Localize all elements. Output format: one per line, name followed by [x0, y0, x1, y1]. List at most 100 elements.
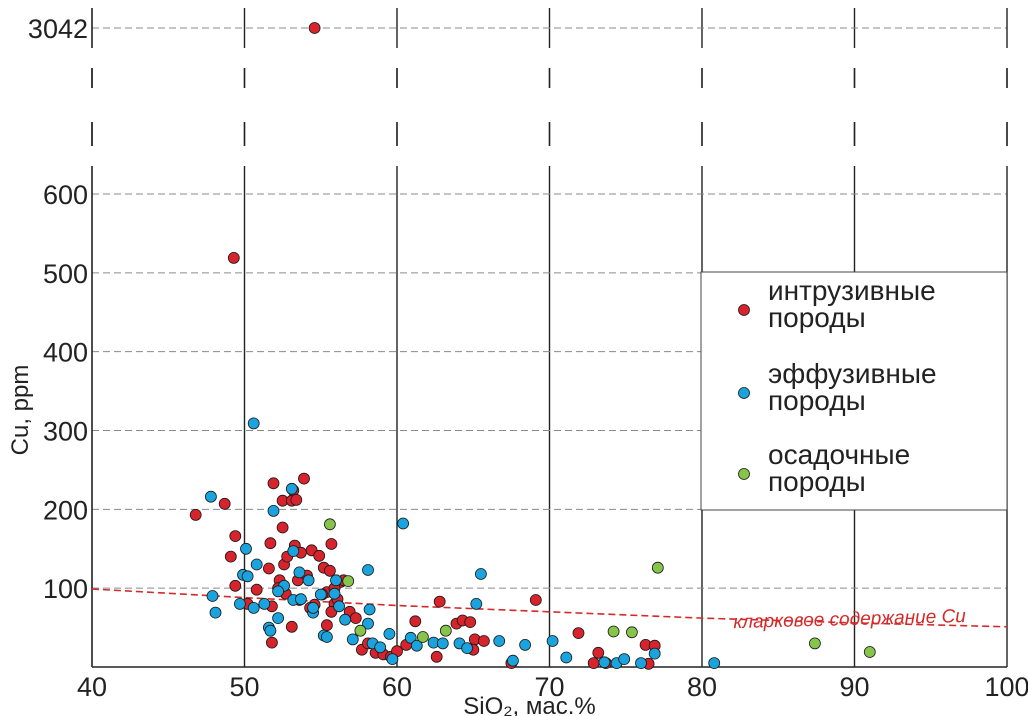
legend-marker-effusive [738, 387, 750, 399]
legend-box [700, 271, 1008, 511]
effusive-point-50 [519, 639, 531, 651]
x-tick-label-90: 90 [839, 672, 869, 702]
effusive-point-55 [618, 653, 631, 665]
sedimentary-point-6 [626, 626, 638, 639]
x-tick-label-70: 70 [534, 672, 564, 702]
effusive-point-21 [302, 574, 315, 587]
intrusive-point-8 [250, 583, 263, 596]
effusive-point-33 [363, 603, 376, 616]
effusive-point-24 [314, 588, 327, 601]
axis-break-gap-2 [0, 146, 1028, 166]
effusive-point-12 [264, 624, 277, 637]
effusive-point-56 [635, 657, 647, 669]
intrusive-point-56 [477, 635, 490, 647]
effusive-point-37 [383, 628, 396, 640]
intrusive-point-6 [229, 579, 242, 592]
effusive-point-48 [493, 635, 506, 647]
effusive-point-26 [320, 631, 333, 643]
axis-labels: 40 50 60 70 80 90 100 100 200 300 400 500 600 3042 SiO… [7, 14, 1028, 716]
effusive-point-29 [333, 600, 346, 613]
intrusive-point-3 [218, 497, 231, 510]
intrusive-point-51 [430, 650, 443, 663]
sedimentary-point-5 [607, 625, 620, 638]
effusive-point-40 [404, 631, 417, 644]
intrusive-point-30 [325, 538, 338, 550]
effusive-point-7 [247, 417, 260, 430]
intrusive-point-36 [320, 619, 333, 632]
x-tick-label-50: 50 [229, 672, 259, 702]
intrusive-point-5 [224, 550, 237, 563]
effusive-point-31 [346, 633, 359, 646]
effusive-point-17 [287, 545, 300, 557]
intrusive-point-59 [529, 594, 542, 606]
intrusive-point-50 [433, 595, 446, 608]
intrusive-point-37 [285, 620, 298, 633]
effusive-point-14 [272, 612, 285, 624]
data-points [189, 22, 876, 670]
effusive-point-51 [546, 635, 559, 647]
effusive-point-57 [648, 647, 661, 660]
effusive-point-38 [386, 653, 399, 665]
sedimentary-point-8 [809, 637, 821, 650]
intrusive-point-26 [313, 549, 326, 562]
sedimentary-point-2 [354, 624, 367, 637]
y-tick-label-400: 400 [43, 338, 88, 368]
axes [0, 8, 1028, 668]
effusive-point-3 [233, 598, 246, 610]
axis-break-gap-3 [0, 48, 1028, 68]
y-tick-label-300: 300 [43, 417, 88, 447]
clarke-line-label: кларковое содержание Cu [733, 606, 966, 633]
effusive-point-2 [209, 606, 222, 619]
effusive-point-20 [293, 566, 306, 579]
effusive-point-6 [240, 542, 252, 555]
clarke-line [91, 588, 1008, 628]
effusive-point-19 [294, 593, 307, 606]
intrusive-point-41 [349, 612, 362, 624]
effusive-point-53 [598, 656, 611, 669]
intrusive-point-21 [298, 472, 310, 485]
y-tick-label-200: 200 [43, 495, 88, 525]
intrusive-point-49 [409, 615, 422, 628]
x-tick-label-60: 60 [382, 672, 412, 702]
effusive-point-30 [339, 613, 352, 626]
intrusive-point-67 [262, 562, 275, 575]
effusive-point-46 [470, 598, 483, 610]
effusive-point-41 [410, 639, 423, 652]
effusive-point-8 [247, 602, 260, 614]
intrusive-point-54 [464, 616, 477, 628]
legend-label-sedimentary: осадочные породы [768, 439, 910, 497]
intrusive-point-1 [227, 251, 240, 264]
intrusive-point-19 [290, 493, 303, 506]
sedimentary-point-4 [439, 624, 452, 637]
x-tick-label-100: 100 [984, 672, 1028, 702]
sedimentary-point-9 [863, 646, 876, 658]
intrusive-point-29 [323, 564, 336, 577]
intrusive-point-2 [189, 509, 202, 521]
effusive-point-34 [362, 617, 374, 630]
y-axis-title: Cu, ppm [7, 365, 34, 456]
intrusive-point-4 [229, 530, 242, 542]
intrusive-point-0 [308, 22, 321, 34]
y-tick-label-3042: 3042 [28, 14, 88, 44]
axis-break-band-top [0, 88, 1028, 122]
effusive-point-28 [330, 574, 342, 587]
effusive-point-5 [241, 570, 254, 583]
x-tick-label-80: 80 [687, 672, 717, 702]
y-tick-label-600: 600 [43, 180, 88, 210]
effusive-point-27 [328, 587, 341, 600]
y-tick-label-100: 100 [43, 574, 88, 604]
effusive-point-1 [206, 590, 219, 602]
intrusive-point-10 [267, 477, 280, 490]
effusive-point-0 [204, 490, 217, 503]
intrusive-point-11 [276, 521, 289, 534]
intrusive-point-39 [265, 636, 278, 649]
effusive-point-9 [250, 558, 263, 571]
effusive-point-47 [474, 568, 487, 580]
effusive-point-49 [507, 654, 519, 667]
legend: интрузивные породы эффузивные породы осадочн… [700, 271, 1008, 511]
intrusive-point-60 [572, 627, 585, 639]
effusive-point-39 [397, 517, 410, 530]
intrusive-point-61 [587, 657, 600, 669]
effusive-point-59 [272, 585, 285, 598]
